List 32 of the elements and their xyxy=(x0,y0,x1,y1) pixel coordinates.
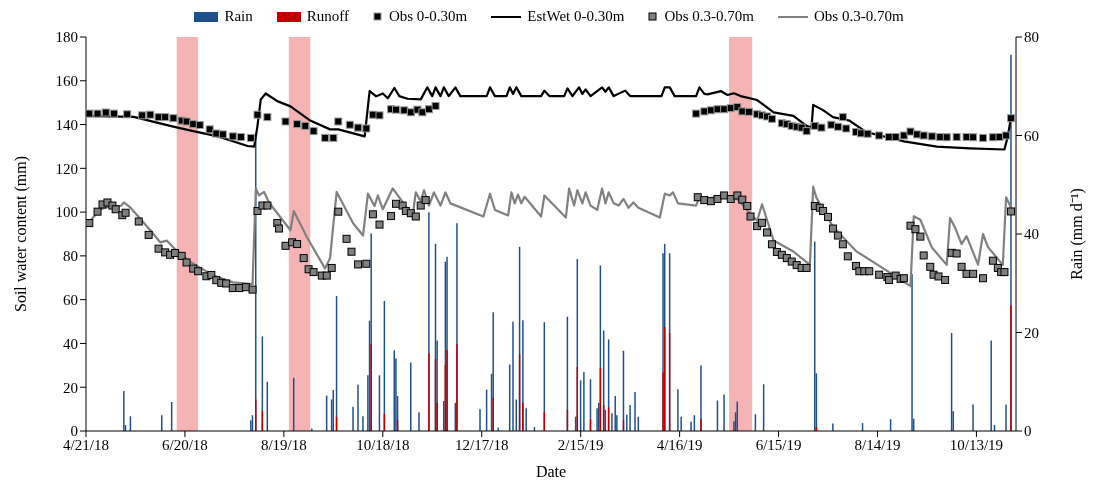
y-tick-label: 20 xyxy=(63,379,78,396)
x-tick-label: 6/15/19 xyxy=(755,436,802,453)
x-tick-label: 8/14/19 xyxy=(854,436,901,453)
y2-tick-label: 20 xyxy=(1024,324,1039,341)
y-tick-label: 80 xyxy=(63,248,78,265)
y-tick-label: 100 xyxy=(55,204,78,221)
y2-tick-label: 40 xyxy=(1024,226,1039,243)
x-tick-label: 12/17/18 xyxy=(455,436,509,453)
y2-axis-title: Rain (mm d⁻¹) xyxy=(1067,188,1086,280)
y-tick-label: 180 xyxy=(55,29,78,46)
y2-tick-label: 0 xyxy=(1024,423,1032,440)
x-tick-label: 6/20/18 xyxy=(162,436,208,453)
y-tick-label: 160 xyxy=(55,73,78,90)
legend-label: Obs 0.3-0.70m xyxy=(814,8,904,25)
x-axis-title: Date xyxy=(535,463,567,480)
legend-label: EstWet 0-0.30m xyxy=(527,8,625,25)
y-tick-label: 60 xyxy=(63,291,78,308)
legend-label: Rain xyxy=(224,8,253,25)
y-tick-label: 140 xyxy=(55,116,78,133)
legend-label: Obs 0.3-0.70m xyxy=(664,8,755,25)
y2-tick-label: 60 xyxy=(1024,127,1039,144)
y-tick-label: 120 xyxy=(55,160,78,177)
x-tick-label: 2/15/19 xyxy=(557,436,604,453)
legend-label: Obs 0-0.30m xyxy=(388,8,468,25)
legend-label: Runoff xyxy=(306,8,349,25)
x-tick-label: 10/13/19 xyxy=(949,436,1004,453)
y2-tick-label: 80 xyxy=(1024,29,1039,46)
x-tick-label: 10/18/18 xyxy=(356,436,410,453)
x-tick-label: 8/19/18 xyxy=(260,436,307,453)
y-tick-label: 40 xyxy=(63,335,78,352)
y-axis-title: Soil water content (mm) xyxy=(11,156,30,312)
x-tick-label: 4/16/19 xyxy=(656,436,703,453)
